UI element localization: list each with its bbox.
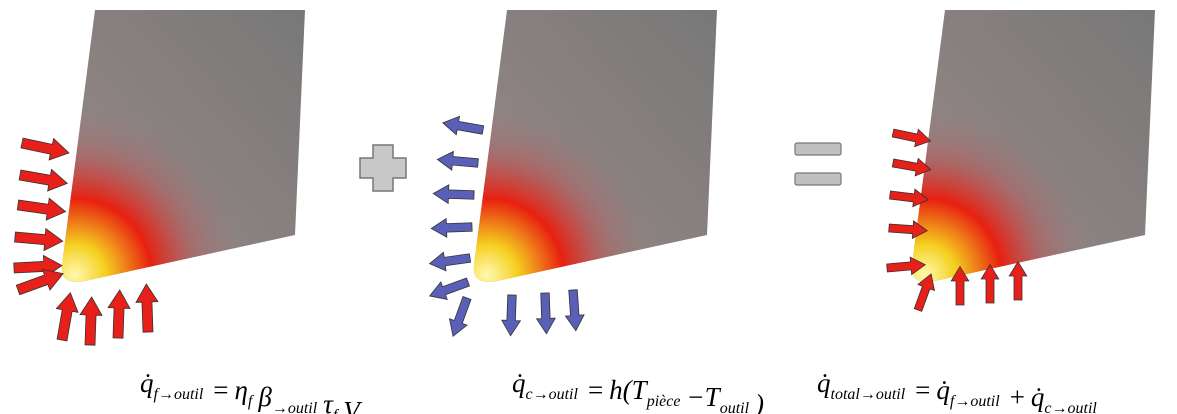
arrow	[891, 157, 932, 177]
arrow	[950, 265, 970, 306]
formula-subscript: outil	[720, 400, 750, 414]
arrow	[55, 291, 79, 342]
formula-subscript: c→outil	[1044, 400, 1097, 414]
formula-symbol: q̇	[936, 375, 950, 405]
arrow	[15, 268, 64, 296]
formula-symbol: β	[257, 382, 272, 412]
formula-symbol: −T	[686, 382, 721, 412]
arrow	[16, 197, 67, 221]
formula-symbol: =	[588, 375, 603, 405]
arrow	[14, 227, 64, 252]
formula-symbol: +	[1010, 382, 1025, 412]
arrow	[564, 289, 585, 332]
formula-subscript: →outil	[272, 400, 318, 414]
formula-symbol: =	[213, 375, 228, 405]
arrow	[79, 296, 103, 346]
arrow	[432, 184, 475, 205]
formula-symbol: =	[915, 375, 930, 405]
formula-subscript: pièce	[646, 393, 681, 410]
formula-symbol: q̇	[1031, 382, 1045, 412]
formula-subscript: f→outil	[154, 386, 204, 403]
arrow	[18, 168, 69, 192]
arrow	[428, 251, 472, 272]
arrow	[428, 277, 470, 301]
formula-symbol: h(T	[609, 375, 648, 405]
formula-symbol: τ	[323, 389, 334, 414]
formula-symbol: )	[753, 389, 764, 414]
arrow	[107, 289, 131, 339]
arrow	[913, 273, 936, 312]
arrow	[501, 294, 522, 337]
arrow	[135, 283, 159, 333]
arrow	[442, 115, 485, 136]
arrow	[888, 220, 929, 240]
arrow	[430, 217, 473, 238]
tool-3	[911, 10, 1155, 282]
arrow	[980, 263, 1000, 304]
tool-2	[473, 10, 717, 282]
formula-subscript: f→outil	[950, 393, 1000, 410]
formula: q̇f→outil=ηfβ→outilτfVg	[140, 368, 368, 414]
formula-symbol: η	[235, 375, 248, 405]
formula-subscript: f	[248, 393, 255, 410]
formula-subscript: total→outil	[831, 386, 906, 403]
formula-symbol: q̇	[512, 368, 526, 398]
arrow	[889, 188, 929, 208]
formula: q̇total→outil = q̇f→outil + q̇c→outil	[817, 368, 1097, 414]
formula-symbol: q̇	[817, 368, 831, 398]
arrow	[891, 128, 932, 148]
formula-symbol: q̇	[140, 368, 154, 398]
formula-subscript: f	[333, 407, 340, 414]
arrow	[448, 296, 472, 338]
arrow	[535, 292, 556, 335]
plus-sign	[359, 144, 407, 192]
arrow	[436, 150, 479, 171]
arrow	[20, 137, 70, 161]
tool-1	[61, 10, 305, 282]
formulas: q̇f→outil=ηfβ→outilτfVgq̇c→outil=h(Tpièc…	[140, 368, 1097, 414]
arrow	[886, 256, 927, 276]
arrow	[1008, 260, 1028, 301]
formula-subscript: c→outil	[526, 386, 579, 403]
equals-sign	[794, 142, 842, 186]
formula-symbol: V	[343, 396, 363, 414]
formula: q̇c→outil = h(Tpièce −Toutil)	[512, 368, 764, 414]
